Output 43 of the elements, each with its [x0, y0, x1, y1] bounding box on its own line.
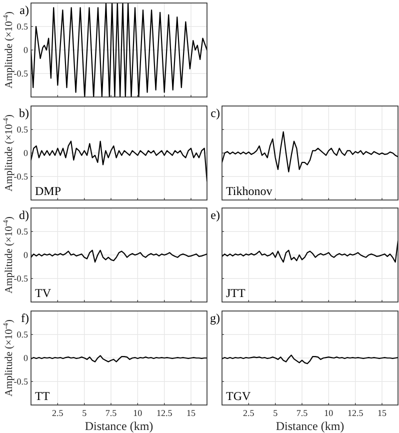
x-tick-label: 12.5: [156, 408, 173, 418]
y-tick-label: 0.5: [16, 226, 28, 236]
text: g): [210, 311, 220, 325]
text: b): [19, 106, 29, 120]
y-tick-label: 0.5: [16, 124, 28, 134]
y-tick-label: 0.5: [16, 330, 28, 340]
annotation: JTT: [226, 286, 246, 300]
annotation: Tikhonov: [226, 184, 272, 198]
y-tick-label: 0: [24, 45, 28, 55]
x-tick-label: 2.5: [243, 408, 255, 418]
x-axis-title: Distance (km): [276, 419, 344, 433]
x-tick-label: 7.5: [296, 408, 308, 418]
x-tick-label: 5: [82, 408, 88, 418]
x-tick-label: 15: [186, 408, 196, 418]
y-tick-label: -0.5: [14, 68, 28, 78]
y-tick-label: 0: [24, 148, 28, 158]
text: c): [210, 106, 220, 120]
x-tick-label: 12.5: [347, 408, 364, 418]
x-tick-label: 2.5: [52, 408, 64, 418]
line-series: [31, 355, 207, 362]
y-tick-label: -0.5: [14, 376, 28, 386]
annotation: DMP: [35, 184, 62, 198]
x-tick-label: 7.5: [105, 408, 118, 418]
annotation: TT: [35, 389, 50, 403]
line-series: [31, 250, 207, 263]
x-tick-label: 15: [378, 408, 387, 418]
text: a): [20, 3, 29, 17]
y-tick-label: -0.5: [14, 274, 28, 284]
annotation: TGV: [226, 389, 251, 403]
y-tick-label: 0.5: [16, 22, 28, 32]
x-tick-label: 5: [273, 408, 278, 418]
y-tick-label: -0.5: [14, 172, 28, 182]
x-tick-label: 10: [324, 408, 334, 418]
x-axis-title: Distance (km): [84, 419, 154, 433]
line-series: [31, 140, 207, 182]
y-tick-label: 0: [24, 250, 28, 260]
text: d): [19, 208, 29, 222]
text: f): [21, 311, 29, 325]
x-tick-label: 10: [133, 408, 143, 418]
annotation: TV: [35, 286, 52, 300]
line-series: [31, 3, 207, 97]
y-tick-label: 0: [24, 353, 28, 363]
text: e): [210, 208, 220, 222]
